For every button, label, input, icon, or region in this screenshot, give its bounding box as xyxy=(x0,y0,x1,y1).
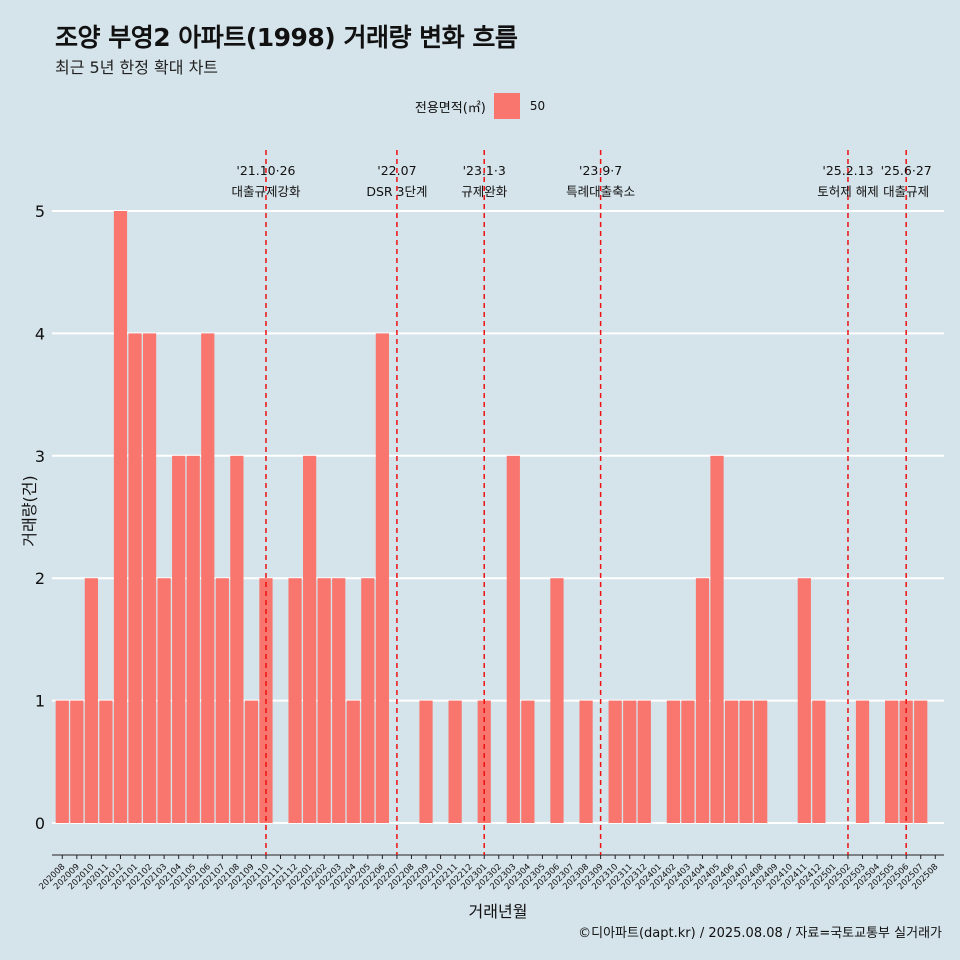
bar xyxy=(637,700,651,823)
legend-label: 50 xyxy=(529,99,546,113)
event-date: '22.07 xyxy=(377,163,416,178)
chart-subtitle: 최근 5년 한정 확대 차트 xyxy=(55,58,219,77)
source-caption: ©디아파트(dapt.kr) / 2025.08.08 / 자료=국토교통부 실… xyxy=(578,926,942,941)
event-label: 대출규제 xyxy=(883,184,929,199)
bar xyxy=(710,455,724,823)
event-label: 특례대출축소 xyxy=(566,184,635,199)
x-axis-label: 거래년월 xyxy=(468,902,528,921)
bar xyxy=(885,700,899,823)
bar xyxy=(142,333,157,823)
bar xyxy=(623,700,637,823)
bar xyxy=(812,700,826,823)
event-label: 규제완화 xyxy=(461,184,508,199)
event-label: 토허제 해제 xyxy=(817,184,878,199)
event-label: DSR 3단계 xyxy=(366,184,427,199)
y-tick-label: 2 xyxy=(35,569,45,588)
y-tick-label: 0 xyxy=(35,814,45,833)
bar xyxy=(113,211,128,823)
bar xyxy=(172,455,186,823)
bar xyxy=(666,700,680,823)
event-date: '21.10·26 xyxy=(236,163,295,178)
y-tick-label: 3 xyxy=(35,447,45,466)
y-tick-label: 1 xyxy=(35,692,45,711)
bar xyxy=(899,700,913,823)
event-label: 대출규제강화 xyxy=(231,184,301,199)
event-date: '23.1·3 xyxy=(463,163,506,178)
bar xyxy=(186,455,200,823)
bar xyxy=(754,700,768,823)
bar xyxy=(855,700,870,823)
y-tick-label: 4 xyxy=(35,324,45,343)
bar xyxy=(244,700,259,823)
bar xyxy=(346,700,360,823)
bar xyxy=(579,700,593,823)
legend: 전용면적(㎡) 50 xyxy=(0,93,960,119)
legend-title: 전용면적(㎡) xyxy=(414,100,486,116)
event-date: '23.9·7 xyxy=(579,163,622,178)
bar xyxy=(448,700,462,823)
bar xyxy=(317,578,331,823)
bar xyxy=(739,700,753,823)
bar xyxy=(361,578,375,823)
bar xyxy=(332,578,346,823)
bar xyxy=(215,578,229,823)
legend-swatch xyxy=(493,93,520,119)
bar xyxy=(477,700,491,823)
bar xyxy=(550,578,564,823)
bar xyxy=(157,578,171,823)
bar xyxy=(419,700,433,823)
bar xyxy=(681,700,695,823)
y-tick-label: 5 xyxy=(35,202,45,221)
bar xyxy=(303,455,317,823)
bar xyxy=(506,455,520,823)
event-date: '25.6·27 xyxy=(881,163,932,178)
bar xyxy=(288,578,302,823)
y-axis-label: 거래량(건) xyxy=(20,475,39,547)
event-date: '25.2.13 xyxy=(822,163,873,178)
bar xyxy=(70,700,84,823)
chart-title: 조양 부영2 아파트(1998) 거래량 변화 흐름 xyxy=(55,23,518,52)
bar xyxy=(914,700,928,823)
bar xyxy=(230,455,244,823)
bar xyxy=(201,333,215,823)
bar xyxy=(99,700,113,823)
bar xyxy=(521,700,535,823)
bar xyxy=(797,578,811,823)
bar xyxy=(608,700,622,823)
bar xyxy=(724,700,739,823)
bar xyxy=(695,578,710,823)
bar xyxy=(128,333,142,823)
bar xyxy=(55,700,69,823)
bar xyxy=(84,578,98,823)
bar xyxy=(375,333,389,823)
